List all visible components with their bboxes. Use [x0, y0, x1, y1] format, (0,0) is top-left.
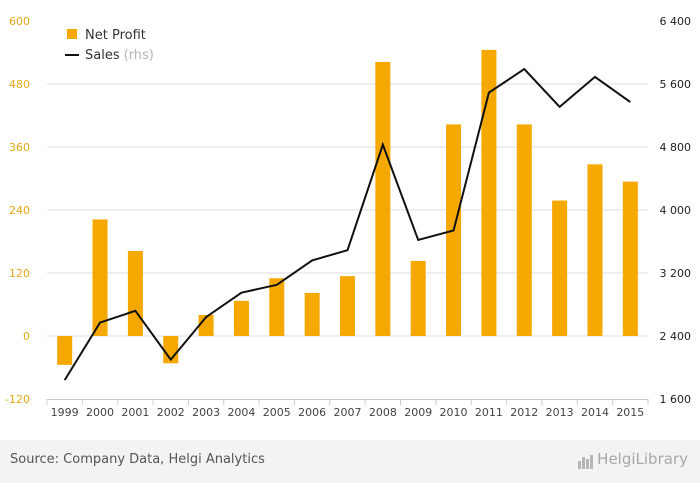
bar-net-profit-2008 [375, 61, 391, 336]
logo-text: HelgiLibrary [597, 450, 688, 468]
x-tick-label: 2005 [263, 406, 291, 419]
x-tick-label: 2015 [616, 406, 644, 419]
x-tick-label: 2002 [157, 406, 185, 419]
sales-line-group [63, 67, 631, 381]
right-tick-label: 4 800 [660, 141, 692, 154]
net-profit-bars [57, 49, 638, 365]
x-tick-label: 2012 [510, 406, 538, 419]
right-tick-label: 5 600 [660, 78, 692, 91]
x-tick-label: 2001 [121, 406, 149, 419]
bar-net-profit-2001 [127, 250, 143, 336]
bar-net-profit-2005 [269, 278, 285, 336]
x-tick-label: 2009 [404, 406, 432, 419]
legend-label-sales-suffix: (rhs) [124, 48, 154, 63]
source-text: Source: Company Data, Helgi Analytics [10, 452, 265, 467]
legend-label-sales-name: Sales [85, 48, 120, 63]
left-tick-label: 360 [9, 141, 30, 154]
bar-net-profit-2015 [622, 181, 638, 336]
right-tick-label: 4 000 [660, 204, 692, 217]
x-tick-label: 1999 [51, 406, 79, 419]
chart: -120 0 120 240 360 480 600 1 600 2 400 3 200 4 00… [5, 15, 692, 419]
x-tick-label: 2010 [440, 406, 468, 419]
library-logo-icon [578, 451, 594, 469]
left-tick-label: 480 [9, 78, 30, 91]
sales-line [63, 67, 631, 381]
bar-net-profit-2000 [92, 219, 108, 336]
x-tick-label: 2013 [546, 406, 574, 419]
bar-net-profit-1999 [57, 336, 73, 365]
left-tick-label: 0 [23, 330, 30, 343]
x-tick-label: 2011 [475, 406, 503, 419]
x-tick-label: 2000 [86, 406, 114, 419]
right-axis-ticks: 1 600 2 400 3 200 4 000 4 800 5 600 6 400 [660, 15, 692, 406]
helgi-library-logo[interactable]: HelgiLibrary [578, 450, 688, 469]
bar-net-profit-2007 [340, 276, 355, 336]
legend-label-sales: Sales (rhs) [85, 48, 154, 63]
x-axis: 1999 2000 2001 2002 2003 2004 2005 2006 2007 2008… [46, 399, 649, 419]
x-tick-label: 2014 [581, 406, 609, 419]
legend-label-net-profit: Net Profit [85, 28, 146, 43]
x-tick-label: 2007 [334, 406, 362, 419]
gridlines [47, 83, 648, 337]
bar-net-profit-2006 [304, 292, 320, 336]
x-tick-label: 2006 [298, 406, 326, 419]
left-tick-label: 240 [9, 204, 30, 217]
bar-net-profit-2004 [233, 300, 249, 336]
bar-net-profit-2014 [587, 164, 603, 336]
right-tick-label: 3 200 [660, 267, 692, 280]
bar-net-profit-2009 [410, 260, 426, 336]
bar-net-profit-2013 [552, 200, 568, 336]
bar-net-profit-2012 [516, 124, 532, 336]
legend-swatch-net-profit [67, 29, 77, 39]
right-tick-label: 6 400 [660, 15, 692, 28]
left-tick-label: 600 [9, 15, 30, 28]
x-tick-label: 2003 [192, 406, 220, 419]
left-tick-label: -120 [5, 393, 30, 406]
x-tick-label: 2008 [369, 406, 397, 419]
bar-net-profit-2011 [481, 49, 497, 336]
legend[interactable]: Net Profit Sales (rhs) [65, 28, 154, 63]
left-axis-ticks: -120 0 120 240 360 480 600 [5, 15, 30, 406]
x-tick-label: 2004 [227, 406, 255, 419]
left-tick-label: 120 [9, 267, 30, 280]
footer: Source: Company Data, Helgi Analytics He… [0, 440, 700, 483]
right-tick-label: 2 400 [660, 330, 692, 343]
right-tick-label: 1 600 [660, 393, 692, 406]
